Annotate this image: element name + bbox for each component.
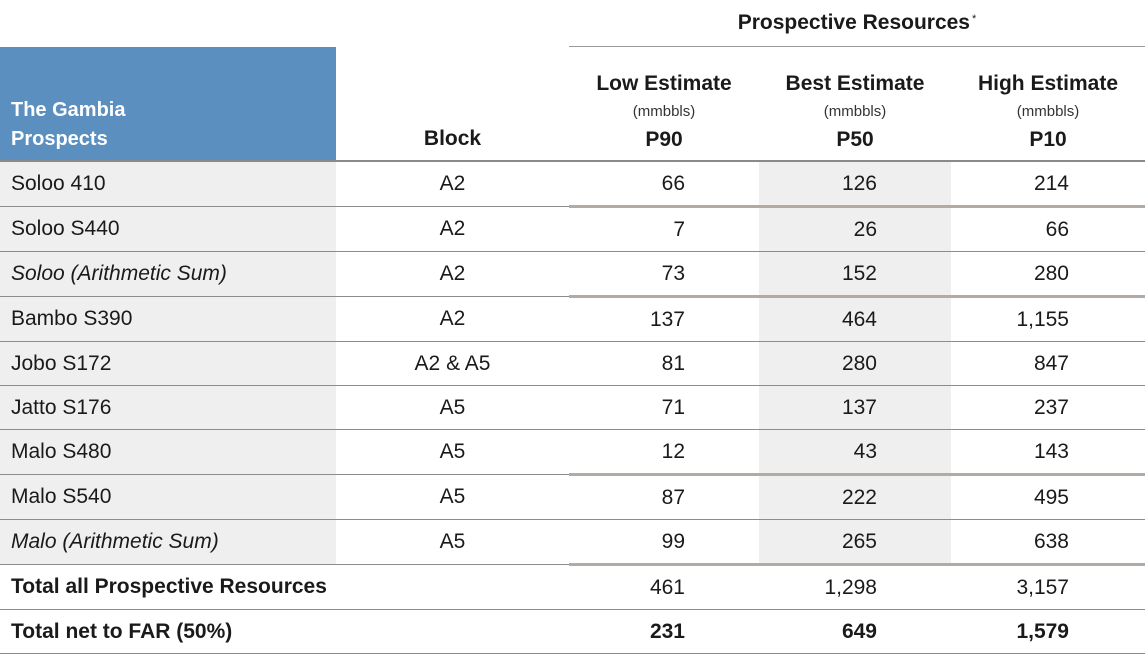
block-value (336, 564, 569, 610)
best-estimate-value: 26 (759, 205, 951, 252)
table-row: Bambo S390 A2 137 464 1,155 (0, 296, 1145, 342)
table-row: Soloo 410 A2 66 126 214 (0, 161, 1145, 207)
best-estimate-title: Best Estimate (785, 72, 925, 95)
high-estimate-value: 214 (951, 161, 1145, 207)
low-estimate-value: 73 (569, 251, 759, 298)
low-estimate-value: 71 (569, 385, 759, 430)
prospective-resources-header: Prospective Resources * (569, 0, 1145, 47)
footnote-mark: * (972, 13, 977, 25)
best-estimate-p: P50 (836, 128, 874, 151)
high-estimate-value: 1,579 (951, 609, 1145, 654)
prospect-name: Soloo S440 (0, 206, 336, 252)
prospects-table: The Gambia Prospects Block Low Estimate … (0, 47, 1145, 654)
table-row: Jatto S176 A5 71 137 237 (0, 385, 1145, 430)
high-estimate-value: 280 (951, 251, 1145, 298)
table-header-row: The Gambia Prospects Block Low Estimate … (0, 47, 1145, 161)
block-value: A5 (336, 474, 569, 520)
high-estimate-value: 66 (951, 205, 1145, 252)
block-header-cell: Block (423, 127, 482, 150)
high-estimate-value: 1,155 (951, 296, 1145, 342)
block-value: A2 (336, 296, 569, 342)
low-estimate-value: 461 (569, 564, 759, 610)
high-estimate-value: 495 (951, 473, 1145, 520)
prospect-name: Malo S480 (0, 429, 336, 475)
best-estimate-value: 464 (759, 296, 951, 342)
net-total-label: Total net to FAR (50%) (0, 609, 336, 654)
low-estimate-value: 81 (569, 341, 759, 386)
net-total-row: Total net to FAR (50%) 231 649 1,579 (0, 609, 1145, 654)
prospect-name: Soloo 410 (0, 161, 336, 207)
best-estimate-value: 1,298 (759, 564, 951, 610)
high-estimate-value: 143 (951, 429, 1145, 475)
high-estimate-value: 237 (951, 385, 1145, 430)
best-estimate-value: 649 (759, 609, 951, 654)
low-estimate-unit: (mmbbls) (632, 103, 696, 120)
low-estimate-value: 87 (569, 473, 759, 520)
table-row: Jobo S172 A2 & A5 81 280 847 (0, 341, 1145, 386)
best-estimate-header: Best Estimate (mmbbls) P50 (759, 47, 951, 161)
block-value: A2 (336, 251, 569, 297)
low-estimate-title: Low Estimate (596, 72, 732, 95)
block-value: A2 & A5 (336, 341, 569, 386)
best-estimate-value: 43 (759, 429, 951, 475)
prospects-header-cell: The Gambia Prospects (0, 47, 336, 161)
block-value: A5 (336, 385, 569, 430)
high-estimate-header: High Estimate (mmbbls) P10 (951, 47, 1145, 161)
prospect-name: Jobo S172 (0, 341, 336, 386)
table-row: Soloo S440 A2 7 26 66 (0, 205, 1145, 252)
high-estimate-value: 3,157 (951, 564, 1145, 610)
block-value: A2 (336, 161, 569, 207)
table-row: Malo (Arithmetic Sum) A5 99 265 638 (0, 519, 1145, 566)
best-estimate-unit: (mmbbls) (823, 103, 887, 120)
high-estimate-title: High Estimate (977, 72, 1119, 95)
table-row: Malo S480 A5 12 43 143 (0, 429, 1145, 475)
total-label: Total all Prospective Resources (0, 564, 336, 610)
low-estimate-value: 12 (569, 429, 759, 475)
prospects-label-line1: The Gambia (11, 99, 126, 121)
best-estimate-value: 137 (759, 385, 951, 430)
table-row: Malo S540 A5 87 222 495 (0, 473, 1145, 520)
best-estimate-value: 265 (759, 519, 951, 566)
low-estimate-value: 137 (569, 296, 759, 342)
low-estimate-value: 7 (569, 205, 759, 252)
prospect-name: Malo S540 (0, 474, 336, 520)
low-estimate-header: Low Estimate (mmbbls) P90 (569, 47, 759, 161)
prospect-name: Malo (Arithmetic Sum) (0, 519, 336, 565)
high-estimate-value: 847 (951, 341, 1145, 386)
best-estimate-value: 126 (759, 161, 951, 207)
prospect-name: Bambo S390 (0, 296, 336, 342)
low-estimate-value: 66 (569, 161, 759, 207)
best-estimate-value: 280 (759, 341, 951, 386)
low-estimate-value: 99 (569, 519, 759, 566)
high-estimate-unit: (mmbbls) (1016, 103, 1080, 120)
block-value: A5 (336, 429, 569, 475)
prospect-name: Jatto S176 (0, 385, 336, 430)
prospects-label-line2: Prospects (11, 128, 108, 150)
low-estimate-value: 231 (569, 609, 759, 654)
high-estimate-value: 638 (951, 519, 1145, 566)
best-estimate-value: 152 (759, 251, 951, 298)
total-row: Total all Prospective Resources 461 1,29… (0, 564, 1145, 610)
low-estimate-p: P90 (645, 128, 683, 151)
block-value: A2 (336, 206, 569, 252)
best-estimate-value: 222 (759, 473, 951, 520)
high-estimate-p: P10 (1029, 128, 1067, 151)
prospective-resources-title: Prospective Resources (737, 11, 970, 34)
block-value (336, 609, 569, 654)
table-row: Soloo (Arithmetic Sum) A2 73 152 280 (0, 251, 1145, 298)
block-value: A5 (336, 519, 569, 565)
prospect-name: Soloo (Arithmetic Sum) (0, 251, 336, 297)
